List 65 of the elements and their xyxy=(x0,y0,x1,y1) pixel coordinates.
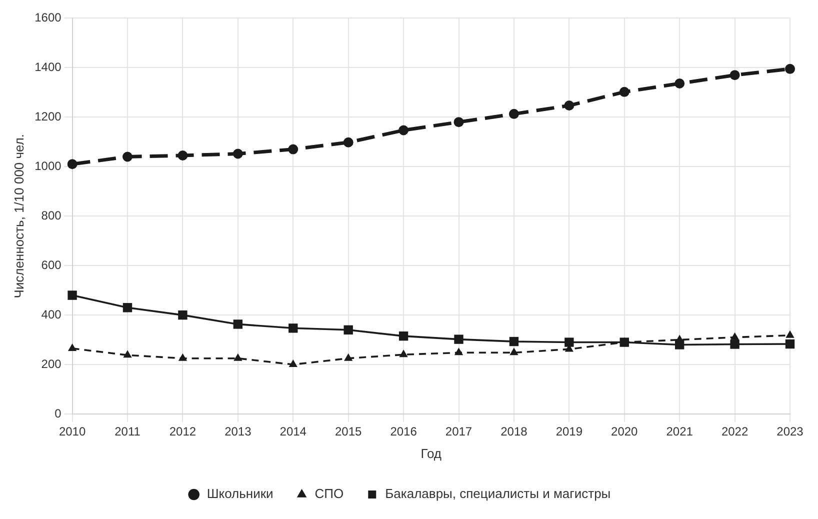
y-tick-label: 800 xyxy=(41,208,62,222)
x-tick-label: 2011 xyxy=(114,424,141,439)
x-tick-label: 2014 xyxy=(280,424,307,439)
x-tick-label: 2021 xyxy=(666,424,694,439)
y-tick-label: 200 xyxy=(41,356,62,371)
point xyxy=(68,290,77,300)
point xyxy=(398,331,408,341)
point xyxy=(288,144,298,154)
point xyxy=(122,152,133,162)
x-tick-label: 2012 xyxy=(169,424,196,439)
x-tick-label: 2015 xyxy=(334,424,362,439)
point xyxy=(509,336,519,346)
point xyxy=(454,117,464,128)
point xyxy=(730,332,740,340)
x-axis-title: Год xyxy=(420,446,442,461)
y-tick-label: 1400 xyxy=(34,60,62,74)
y-tick-label: 0 xyxy=(54,406,62,420)
y-tick-label: 1600 xyxy=(34,10,62,25)
point xyxy=(178,150,188,160)
x-tick-label: 2023 xyxy=(776,424,804,439)
x-tick-label: 2010 xyxy=(58,424,86,439)
point xyxy=(510,348,518,356)
point xyxy=(619,86,630,97)
point xyxy=(454,348,464,356)
point xyxy=(454,334,464,344)
point xyxy=(730,70,740,80)
y-tick-label: 600 xyxy=(41,258,62,272)
point xyxy=(178,310,188,320)
point xyxy=(786,330,794,338)
x-tick-label: 2019 xyxy=(556,424,583,439)
point xyxy=(674,78,685,89)
x-tick-label: 2016 xyxy=(390,424,418,439)
point xyxy=(785,339,795,349)
legend-label: Школьники xyxy=(206,486,274,502)
y-axis-title: Численность, 1/10 000 чел. xyxy=(11,134,26,298)
point xyxy=(398,125,409,136)
x-tick-label: 2020 xyxy=(611,424,638,439)
point xyxy=(343,137,354,148)
legend-label: Бакалавры, специалисты и магистры xyxy=(385,486,611,502)
point xyxy=(232,148,243,159)
point xyxy=(344,353,353,361)
y-tick-label: 400 xyxy=(41,307,62,322)
point xyxy=(288,360,298,368)
x-tick-label: 2018 xyxy=(500,424,528,439)
point xyxy=(68,343,77,351)
legend-label: СПО xyxy=(314,486,344,502)
point xyxy=(344,325,353,334)
point xyxy=(564,338,574,347)
point xyxy=(234,353,242,361)
x-tick-label: 2017 xyxy=(445,424,472,439)
y-tick-label: 1000 xyxy=(34,158,62,173)
point xyxy=(730,340,740,349)
point xyxy=(67,159,78,170)
point xyxy=(288,324,298,333)
x-tick-label: 2022 xyxy=(721,424,748,439)
point xyxy=(123,350,132,358)
point xyxy=(508,108,519,119)
y-tick-label: 1200 xyxy=(34,109,62,124)
point xyxy=(178,353,188,361)
point xyxy=(399,350,408,358)
x-tick-label: 2013 xyxy=(224,424,252,439)
point xyxy=(785,64,795,74)
point xyxy=(122,303,132,312)
point xyxy=(564,100,574,111)
point xyxy=(233,320,243,329)
